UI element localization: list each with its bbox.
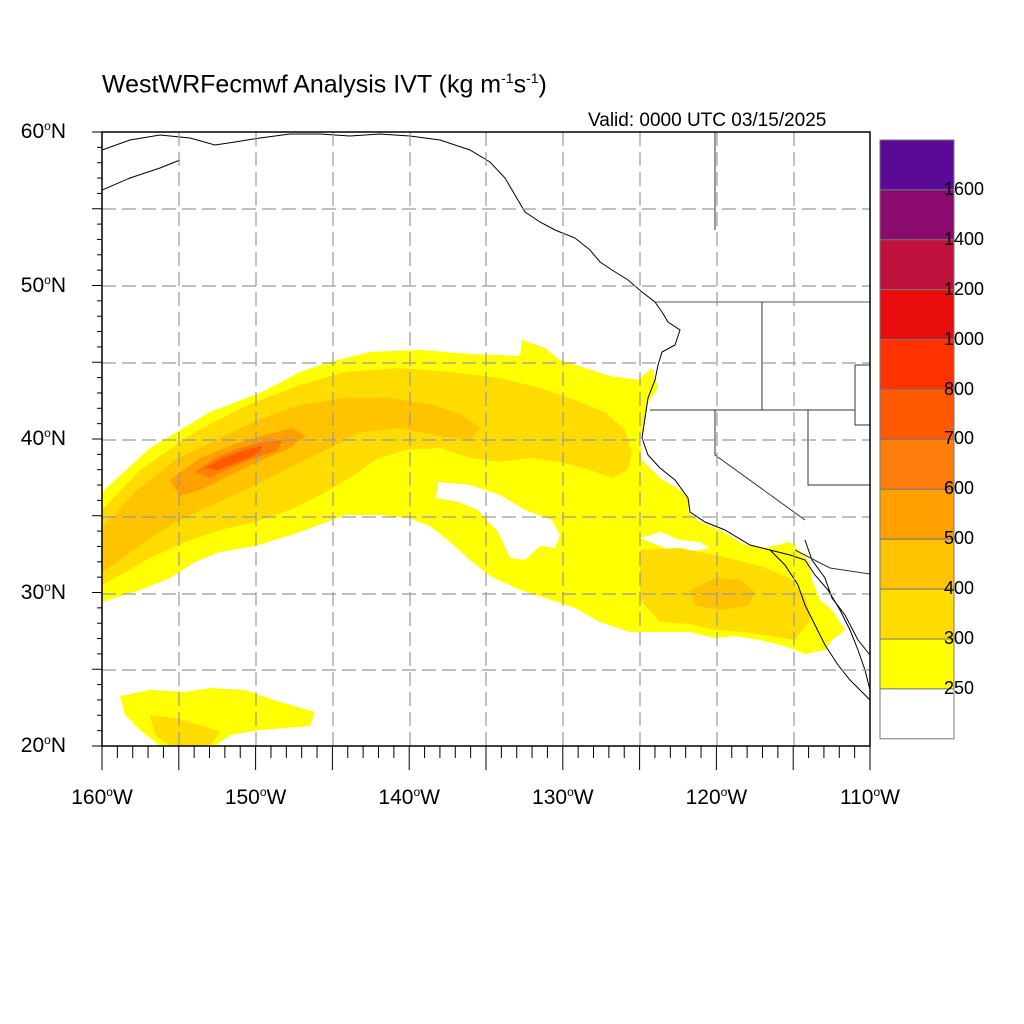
colorbar-label: 500 — [944, 528, 975, 549]
lon-label-110: 110oW — [840, 785, 900, 809]
ivt-contour-700 — [205, 446, 262, 470]
lon-label-140: 140oW — [378, 785, 440, 809]
lon-label-160: 160oW — [71, 785, 133, 809]
colorbar-label: 1000 — [944, 328, 985, 349]
colorbar-swatch — [879, 488, 955, 540]
colorbar-swatch — [879, 538, 955, 590]
colorbar-label: 250 — [944, 677, 975, 698]
colorbar-swatch — [879, 588, 955, 640]
lat-label-50: 50oN — [20, 272, 66, 297]
colorbar-swatch — [879, 638, 955, 690]
colorbar-label: 1400 — [944, 228, 985, 249]
ivt-contour-300-south-blob — [150, 715, 220, 746]
lat-label-30: 30oN — [20, 579, 66, 604]
lon-label-120: 120oW — [685, 785, 748, 809]
gulf-california — [804, 539, 870, 656]
lat-label-40: 40oN — [20, 426, 66, 450]
colorbar-swatch — [879, 389, 955, 440]
lon-label-150: 150oW — [224, 785, 287, 809]
map-title: WestWRFecmwf Analysis IVT (kg m-1s-1) — [102, 70, 547, 99]
colorbar — [879, 139, 955, 740]
colorbar-label: 700 — [944, 428, 975, 449]
us-west-coast — [641, 364, 870, 691]
colorbar-swatch — [879, 139, 955, 191]
valid-time: Valid: 0000 UTC 03/15/2025 — [588, 110, 827, 131]
ivt-contour-250-south-blob — [120, 688, 315, 746]
colorbar-label: 400 — [944, 578, 975, 599]
alaska-coast — [102, 133, 663, 313]
ivt-field — [102, 340, 845, 746]
state-borders — [650, 132, 870, 521]
colorbar-label: 300 — [944, 628, 975, 648]
ivt-contour-300 — [102, 368, 632, 585]
lat-label-20: 20oN — [20, 733, 66, 757]
colorbar-swatch — [879, 239, 955, 291]
gridlines — [102, 132, 870, 746]
bc-coast — [657, 311, 681, 366]
colorbar-swatch — [879, 339, 955, 391]
colorbar-swatch — [879, 688, 955, 740]
colorbar-label: 1600 — [944, 178, 985, 199]
mexico-border — [794, 549, 870, 575]
colorbar-swatch — [879, 289, 955, 341]
colorbar-swatch — [879, 189, 955, 241]
axis-ticks — [92, 131, 871, 770]
lon-label-130: 130oW — [532, 785, 594, 809]
colorbar-label: 1200 — [944, 278, 985, 299]
coastlines — [102, 132, 870, 701]
baja-coast — [769, 549, 870, 701]
ivt-dry-pocket — [436, 482, 560, 560]
colorbar-swatch — [879, 438, 955, 490]
colorbar-label: 800 — [944, 378, 975, 399]
colorbar-label: 600 — [944, 478, 975, 499]
lat-label-60: 60oN — [20, 119, 66, 143]
alaska-peninsula — [102, 159, 181, 191]
ivt-dry-pocket-coast — [640, 532, 710, 552]
